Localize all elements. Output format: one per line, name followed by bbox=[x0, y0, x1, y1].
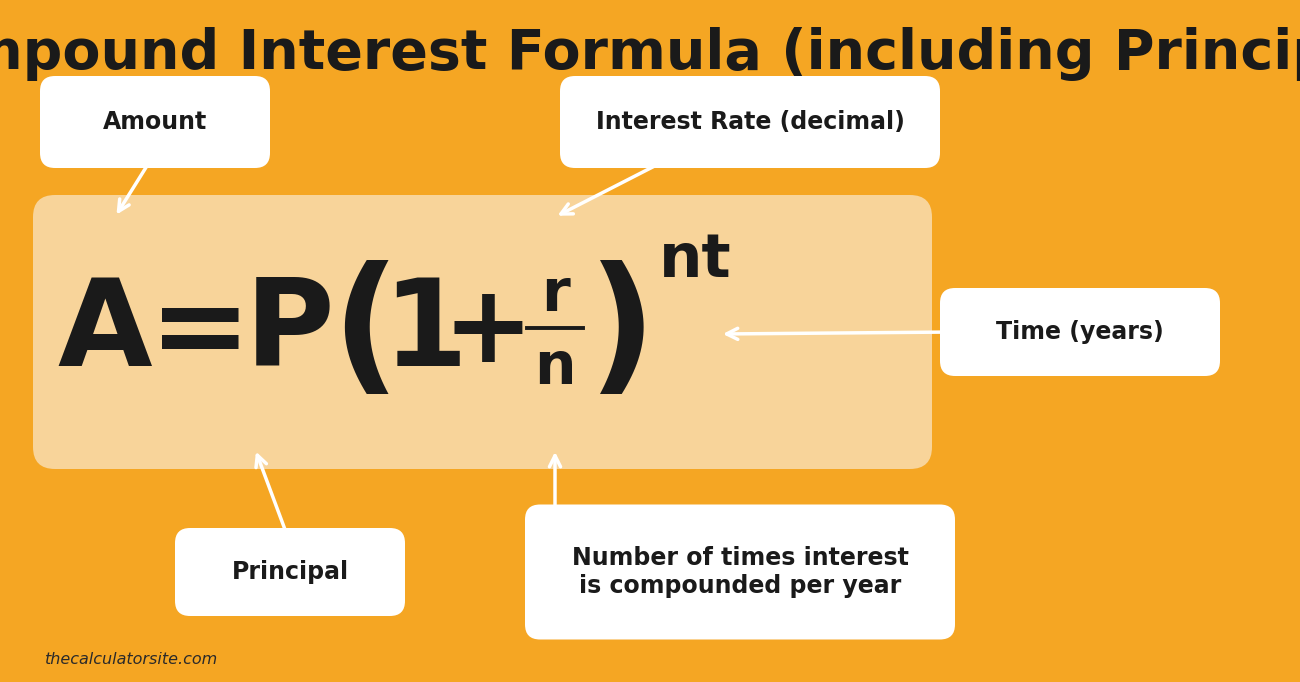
FancyBboxPatch shape bbox=[176, 528, 406, 616]
Text: =: = bbox=[148, 273, 251, 391]
Text: Principal: Principal bbox=[231, 560, 348, 584]
Text: ): ) bbox=[588, 259, 656, 404]
Text: P: P bbox=[246, 273, 335, 391]
Text: thecalculatorsite.com: thecalculatorsite.com bbox=[46, 653, 218, 668]
FancyBboxPatch shape bbox=[32, 195, 932, 469]
Text: r: r bbox=[541, 265, 569, 323]
Text: Time (years): Time (years) bbox=[996, 320, 1164, 344]
Text: Number of times interest
is compounded per year: Number of times interest is compounded p… bbox=[572, 546, 909, 598]
FancyBboxPatch shape bbox=[525, 505, 956, 640]
Text: (: ( bbox=[330, 259, 399, 404]
Text: nt: nt bbox=[659, 231, 732, 289]
Text: 1: 1 bbox=[382, 273, 468, 391]
Text: Amount: Amount bbox=[103, 110, 207, 134]
Text: Compound Interest Formula (including Principal): Compound Interest Formula (including Pri… bbox=[0, 27, 1300, 81]
Text: Interest Rate (decimal): Interest Rate (decimal) bbox=[595, 110, 905, 134]
FancyBboxPatch shape bbox=[40, 76, 270, 168]
Text: +: + bbox=[442, 279, 533, 385]
FancyBboxPatch shape bbox=[940, 288, 1219, 376]
FancyBboxPatch shape bbox=[560, 76, 940, 168]
Text: n: n bbox=[534, 338, 576, 396]
Text: A: A bbox=[57, 273, 152, 391]
